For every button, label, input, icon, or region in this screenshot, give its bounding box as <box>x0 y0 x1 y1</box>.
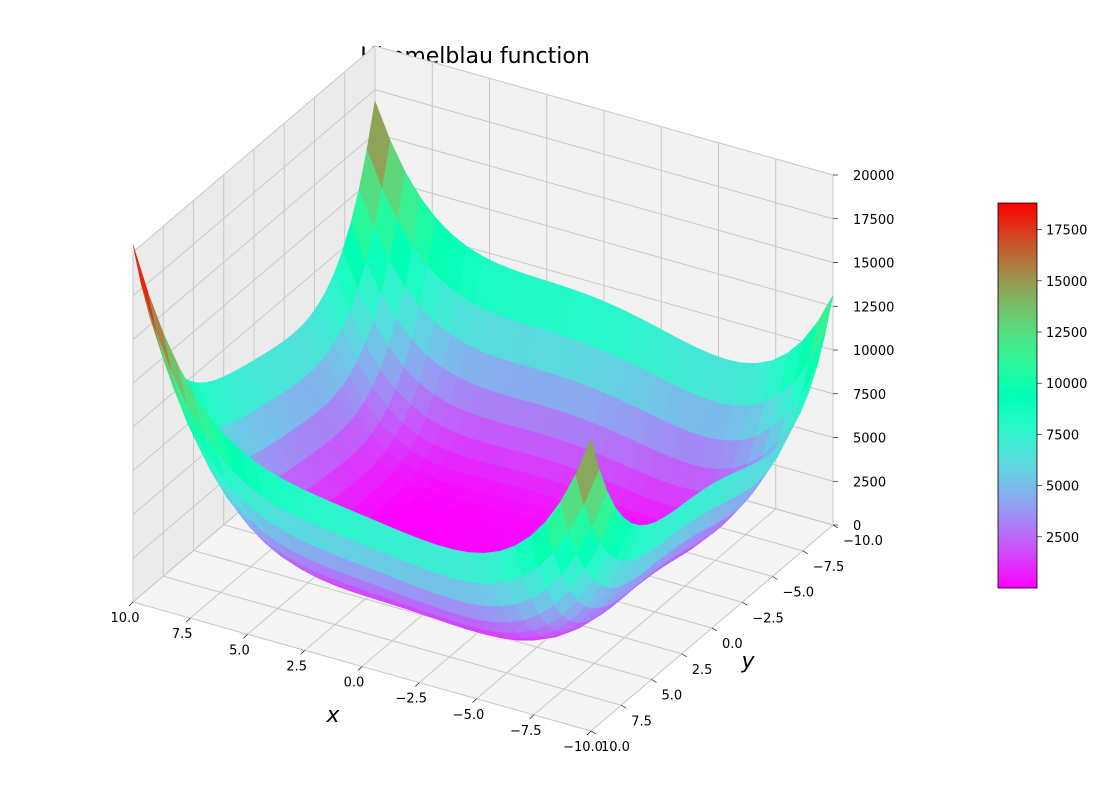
back-gridline-z <box>374 133 834 263</box>
surface-facet <box>575 438 600 506</box>
y-tick-label: 5.0 <box>662 689 683 704</box>
z-tick-label: 20000 <box>853 169 894 184</box>
x-tick-mark <box>415 682 420 687</box>
y-tick-mark <box>711 627 718 632</box>
colorbar-tick-label: 2500 <box>1046 531 1079 546</box>
x-tick-label: −10.0 <box>563 740 603 755</box>
colorbar: 2500 5000 7500 10000 12500 15000 17500 <box>997 202 1087 589</box>
x-tick-label: 0.0 <box>344 676 365 691</box>
y-tick-label: −5.0 <box>783 586 815 601</box>
y-tick-mark <box>772 576 778 580</box>
z-tick-label: 12500 <box>853 300 894 315</box>
y-tick-mark <box>802 550 808 555</box>
z-tick-label: 10000 <box>853 344 894 359</box>
x-tick-label: 10.0 <box>111 611 140 626</box>
y-tick-label: 10.0 <box>601 740 630 755</box>
z-tick-label: 15000 <box>853 257 894 272</box>
z-tick-label: 7500 <box>853 388 886 403</box>
y-tick-label: 2.5 <box>692 663 713 678</box>
x-tick-mark <box>357 666 363 671</box>
colorbar-tick-label: 7500 <box>1046 428 1079 443</box>
surface-plot <box>132 100 834 641</box>
colorbar-tick-label: 10000 <box>1046 377 1087 392</box>
x-tick-label: −7.5 <box>510 724 542 739</box>
x-tick-label: 5.0 <box>229 643 250 658</box>
y-axis-label: y <box>740 649 755 674</box>
x-tick-mark <box>529 714 534 720</box>
x-axis-label: x <box>325 703 340 728</box>
colorbar-gradient <box>997 202 1038 589</box>
x-tick-label: −5.0 <box>453 708 485 723</box>
colorbar-tick-label: 17500 <box>1046 224 1087 239</box>
x-tick-label: 7.5 <box>172 627 193 642</box>
colorbar-tick-label: 15000 <box>1046 275 1087 290</box>
y-tick-mark <box>590 730 597 735</box>
z-tick-label: 0 <box>853 519 861 534</box>
colorbar-ticks: 2500 5000 7500 10000 12500 15000 17500 <box>1037 224 1087 546</box>
z-tick-label: 5000 <box>853 432 886 447</box>
x-tick-mark <box>586 730 592 736</box>
back-gridline-z <box>374 45 834 176</box>
x-tick-mark <box>300 650 305 655</box>
x-axis-ticks: 10.0 7.5 5.0 2.5 0.0 −2.5 −5.0 −7.5 −10.0 <box>111 601 603 755</box>
z-axis-ticks: 0 2500 5000 7500 10000 12500 15000 17500 20000 <box>833 169 894 534</box>
colorbar-tick-label: 5000 <box>1046 480 1079 495</box>
side-gridline-z <box>132 89 376 297</box>
z-tick-label: 17500 <box>853 213 894 228</box>
y-tick-mark <box>651 679 657 683</box>
floor-gridline-y <box>163 575 622 706</box>
x-tick-mark <box>472 698 477 703</box>
x-tick-mark <box>128 601 134 607</box>
y-tick-label: 7.5 <box>631 714 652 729</box>
back-gridline-z <box>374 176 834 307</box>
x-tick-label: 2.5 <box>286 659 307 674</box>
side-gridline-z <box>132 176 376 384</box>
back-gridline-z <box>374 89 834 220</box>
side-gridline-z <box>132 220 376 428</box>
y-tick-label: 0.0 <box>722 637 743 652</box>
x-tick-mark <box>186 617 191 623</box>
side-gridline-z <box>132 133 376 340</box>
y-tick-mark <box>621 704 627 709</box>
y-tick-label: −2.5 <box>752 611 784 626</box>
y-axis-ticks: −10.0 −7.5 −5.0 −2.5 0.0 2.5 5.0 7.510.0 <box>590 524 883 755</box>
z-tick-label: 2500 <box>853 475 886 490</box>
x-tick-label: −2.5 <box>395 692 427 707</box>
colorbar-tick-label: 12500 <box>1046 326 1087 341</box>
floor-gridline-y <box>193 550 652 680</box>
x-tick-mark <box>243 634 248 639</box>
y-tick-mark <box>832 524 839 529</box>
y-tick-label: −7.5 <box>813 560 845 575</box>
side-gridline-z <box>132 45 376 253</box>
y-tick-label: −10.0 <box>843 534 883 549</box>
y-tick-mark <box>681 653 687 658</box>
y-tick-mark <box>742 601 748 606</box>
